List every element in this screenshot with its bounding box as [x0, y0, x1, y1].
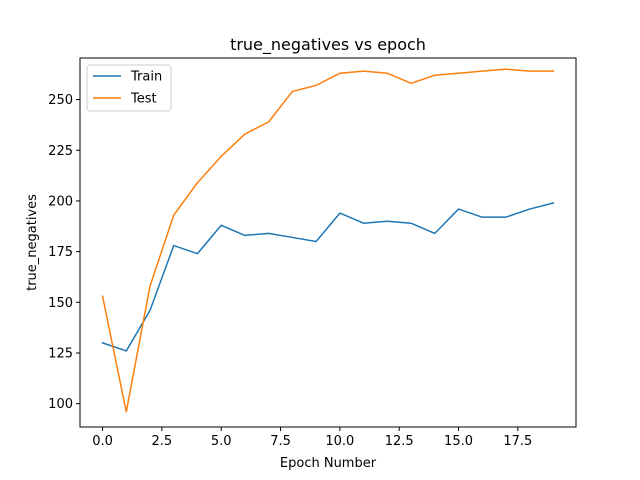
y-tick-label: 175 — [48, 245, 73, 260]
x-tick-label: 2.5 — [152, 434, 173, 449]
legend-label-test: Test — [130, 92, 157, 107]
y-axis: 100 125 150 175 200 225 250 — [48, 93, 80, 412]
x-tick-label: 5.0 — [211, 434, 232, 449]
chart-title: true_negatives vs epoch — [230, 35, 426, 55]
y-axis-label: true_negatives — [25, 194, 40, 291]
x-tick-label: 10.0 — [325, 434, 354, 449]
series-line-test — [101, 68, 555, 413]
x-tick-label: 7.5 — [270, 434, 291, 449]
plot-frame — [79, 57, 577, 428]
y-tick-label: 200 — [48, 194, 73, 209]
y-tick-label: 125 — [48, 346, 73, 361]
y-tick-label: 100 — [48, 397, 73, 412]
y-tick-label: 250 — [48, 93, 73, 108]
legend: Train Test — [86, 64, 172, 112]
y-tick-label: 150 — [48, 296, 73, 311]
plot-area — [101, 68, 555, 413]
x-tick-label: 0.0 — [92, 434, 113, 449]
series-line-train — [101, 202, 555, 352]
x-tick-label: 12.5 — [385, 434, 414, 449]
x-tick-label: 15.0 — [444, 434, 473, 449]
y-tick-label: 225 — [48, 144, 73, 159]
x-axis: 0.0 2.5 5.0 7.5 10.0 12.5 15.0 17.5 — [92, 427, 532, 449]
legend-label-train: Train — [130, 70, 162, 85]
x-tick-label: 17.5 — [503, 434, 532, 449]
x-axis-label: Epoch Number — [280, 456, 377, 471]
